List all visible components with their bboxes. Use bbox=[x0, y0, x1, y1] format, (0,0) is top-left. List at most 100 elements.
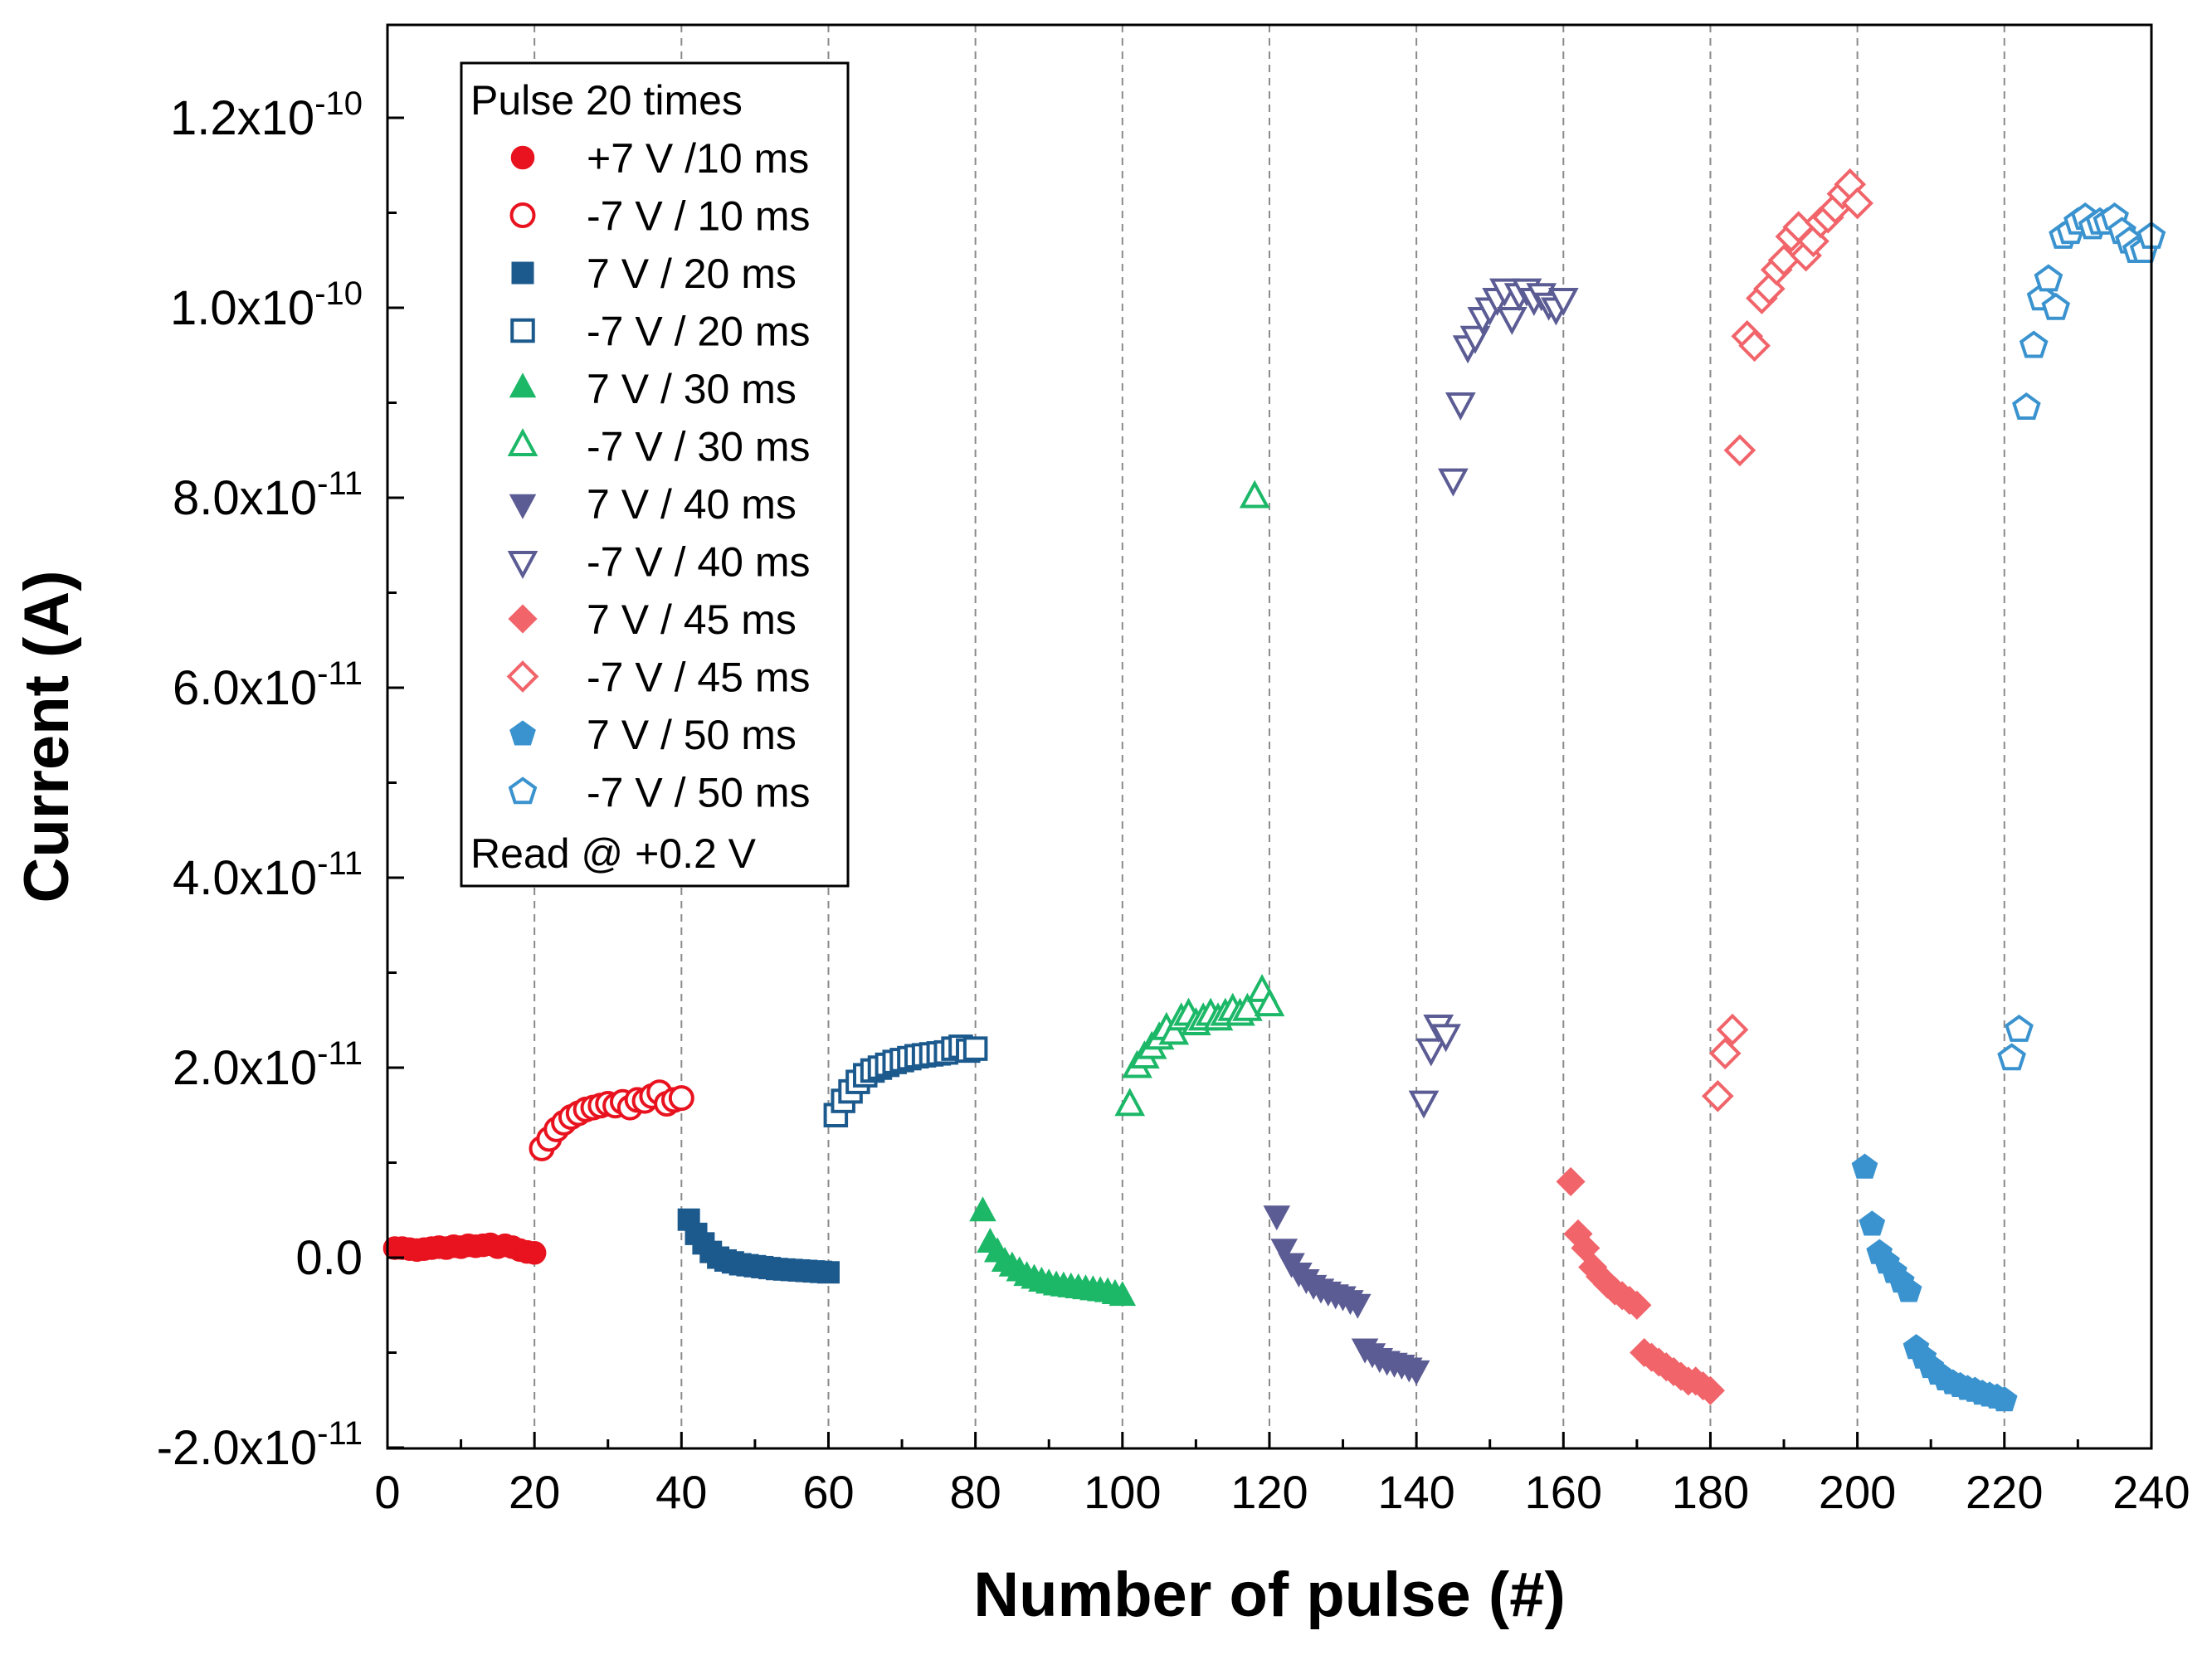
y-axis-label: Current (A) bbox=[12, 570, 82, 903]
legend-label: 7 V / 45 ms bbox=[587, 596, 797, 643]
data-point bbox=[1430, 1024, 1461, 1053]
x-tick-label: 220 bbox=[1966, 1466, 2043, 1518]
data-point bbox=[522, 1241, 547, 1265]
legend-label: 7 V / 50 ms bbox=[587, 712, 797, 758]
x-tick-label: 160 bbox=[1525, 1466, 1602, 1518]
legend-marker bbox=[510, 145, 535, 170]
data-point bbox=[1556, 1166, 1586, 1196]
data-point bbox=[1701, 1079, 1734, 1112]
legend: Pulse 20 times +7 V /10 ms -7 V / 10 ms 7 … bbox=[460, 61, 850, 888]
data-point bbox=[1263, 1205, 1291, 1231]
y-tick-label: 1.0x10-10 bbox=[170, 275, 363, 335]
data-point bbox=[1459, 325, 1491, 354]
y-tick-label: -2.0x10-11 bbox=[157, 1415, 363, 1475]
data-point bbox=[816, 1261, 840, 1284]
legend-label: -7 V / 40 ms bbox=[587, 539, 811, 586]
y-tick-label: 8.0x10-11 bbox=[173, 465, 363, 525]
data-point bbox=[1859, 1210, 1886, 1236]
series-group bbox=[1263, 1205, 1430, 1385]
x-tick-label: 40 bbox=[655, 1466, 707, 1518]
legend-marker bbox=[509, 720, 536, 746]
data-point bbox=[2005, 1015, 2034, 1042]
x-tick-label: 100 bbox=[1084, 1466, 1161, 1518]
legend-marker bbox=[509, 202, 536, 228]
series-group bbox=[1556, 1166, 1725, 1405]
series-group bbox=[1114, 479, 1285, 1117]
legend-marker bbox=[508, 604, 538, 634]
data-point bbox=[962, 1036, 988, 1061]
x-axis-label: Number of pulse (#) bbox=[973, 1560, 1566, 1630]
data-point bbox=[2019, 330, 2049, 358]
data-point bbox=[1895, 1277, 1922, 1302]
data-point bbox=[1496, 307, 1527, 335]
legend-label: -7 V / 50 ms bbox=[587, 770, 811, 816]
series-group bbox=[1851, 1153, 2018, 1412]
data-point bbox=[2012, 392, 2041, 420]
legend-label: -7 V / 10 ms bbox=[587, 193, 811, 240]
data-point bbox=[1445, 392, 1476, 421]
y-axis: -2.0x10-11 0.0 2.0x10-11 4.0x10-11 6.0x10-11… bbox=[157, 85, 404, 1475]
data-point bbox=[969, 1196, 996, 1222]
legend-marker bbox=[506, 660, 539, 693]
legend-box bbox=[460, 61, 850, 888]
x-tick-label: 20 bbox=[509, 1466, 560, 1518]
legend-label: -7 V / 45 ms bbox=[587, 655, 811, 701]
data-point bbox=[1402, 1360, 1430, 1385]
data-point bbox=[1254, 988, 1285, 1017]
legend-marker bbox=[508, 776, 538, 805]
data-point bbox=[1270, 1239, 1298, 1264]
data-point bbox=[1997, 1043, 2026, 1071]
x-tick-label: 60 bbox=[802, 1466, 854, 1518]
data-point bbox=[1232, 992, 1263, 1021]
legend-marker bbox=[507, 551, 538, 580]
data-point bbox=[1716, 1013, 1749, 1046]
series-group bbox=[1701, 168, 1873, 1112]
y-tick-label: 1.2x10-10 bbox=[170, 85, 363, 145]
data-point bbox=[1990, 1386, 2018, 1412]
legend-label: +7 V /10 ms bbox=[587, 135, 809, 182]
data-point bbox=[1239, 479, 1270, 509]
legend-label: -7 V / 20 ms bbox=[587, 309, 811, 355]
legend-entries: +7 V /10 ms -7 V / 10 ms 7 V / 20 ms -7 V /… bbox=[506, 135, 811, 816]
y-tick-label: 4.0x10-11 bbox=[173, 845, 363, 905]
x-tick-label: 200 bbox=[1819, 1466, 1896, 1518]
series-group bbox=[529, 1079, 694, 1161]
x-tick-label: 80 bbox=[949, 1466, 1001, 1518]
data-point bbox=[1438, 468, 1469, 497]
legend-label: 7 V / 40 ms bbox=[587, 481, 797, 528]
data-point bbox=[1695, 1375, 1725, 1405]
legend-label: 7 V / 20 ms bbox=[587, 251, 797, 297]
data-point bbox=[1841, 187, 1873, 220]
data-point bbox=[1708, 1037, 1742, 1070]
data-point bbox=[1408, 1090, 1440, 1119]
x-tick-label: 120 bbox=[1230, 1466, 1308, 1518]
data-point bbox=[2034, 264, 2063, 292]
series-group bbox=[677, 1208, 840, 1284]
legend-footer: Read @ +0.2 V bbox=[470, 830, 757, 877]
data-point bbox=[668, 1085, 694, 1112]
legend-label: 7 V / 30 ms bbox=[587, 366, 797, 412]
legend-title: Pulse 20 times bbox=[470, 77, 743, 124]
data-point bbox=[1622, 1290, 1652, 1320]
x-axis: 0 20 40 60 80 100 120 140 160 180 200 220 240 bbox=[374, 1432, 2190, 1518]
legend-marker bbox=[507, 428, 538, 456]
legend-marker bbox=[509, 494, 537, 519]
x-tick-label: 240 bbox=[2112, 1466, 2190, 1518]
y-tick-label: 0.0 bbox=[295, 1231, 363, 1285]
data-point bbox=[1738, 329, 1771, 363]
data-point bbox=[1723, 434, 1756, 467]
series-group bbox=[1997, 202, 2166, 1071]
data-point bbox=[1415, 1038, 1447, 1067]
legend-marker bbox=[510, 318, 535, 343]
x-tick-label: 0 bbox=[374, 1466, 400, 1518]
x-tick-label: 140 bbox=[1377, 1466, 1454, 1518]
legend-label: -7 V / 30 ms bbox=[587, 424, 811, 470]
data-point bbox=[1851, 1153, 1878, 1179]
data-point bbox=[1114, 1088, 1146, 1117]
series-group bbox=[823, 1034, 988, 1127]
data-markers bbox=[382, 168, 2166, 1412]
x-tick-label: 180 bbox=[1672, 1466, 1749, 1518]
legend-marker bbox=[511, 261, 534, 285]
